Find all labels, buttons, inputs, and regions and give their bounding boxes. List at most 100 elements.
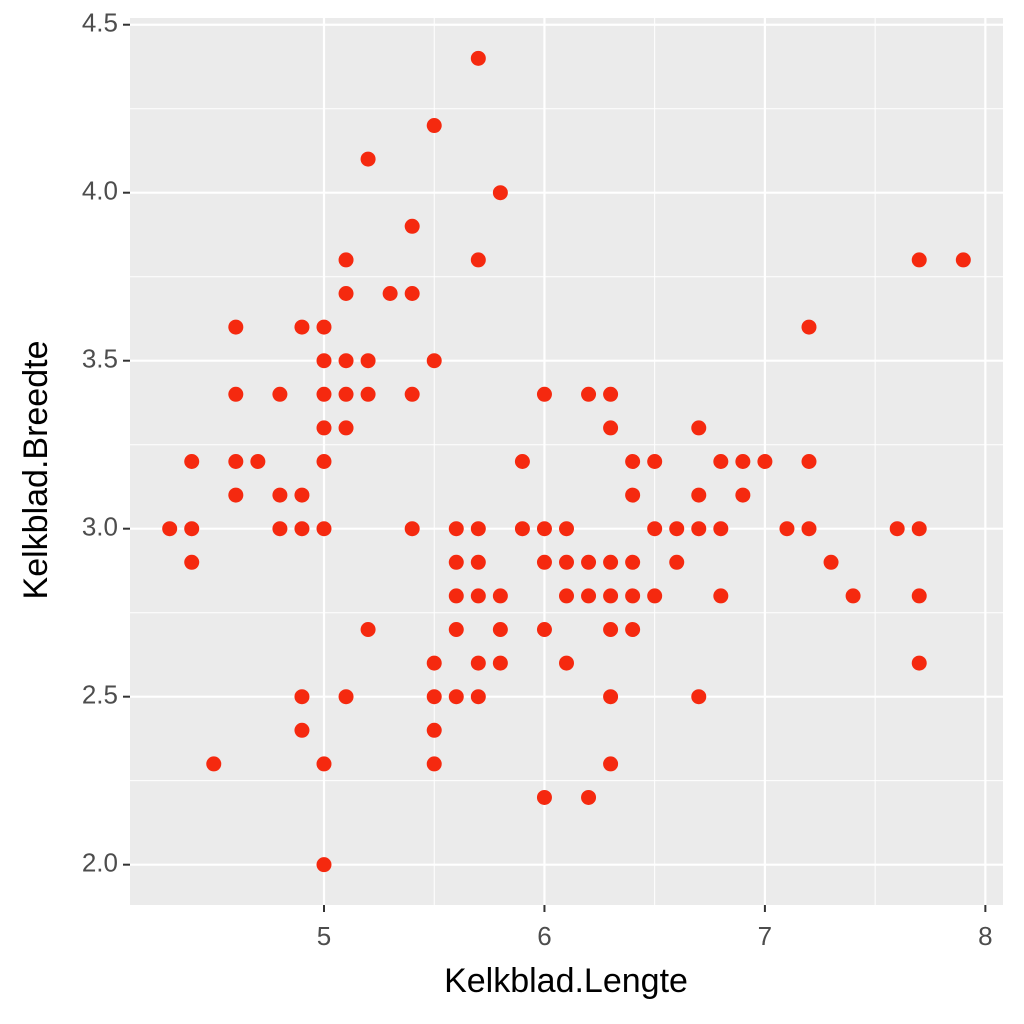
point: [426, 353, 442, 369]
point: [316, 454, 332, 469]
point: [272, 386, 288, 402]
point: [316, 386, 332, 402]
x-tick-label: 5: [317, 921, 331, 951]
point: [581, 588, 597, 604]
point: [448, 521, 464, 537]
point: [272, 521, 288, 537]
point: [426, 756, 442, 772]
point: [625, 588, 641, 604]
point: [382, 286, 398, 302]
point: [184, 521, 200, 537]
point: [316, 857, 332, 873]
point: [603, 420, 619, 436]
point: [536, 554, 552, 570]
y-tick-label: 3.0: [82, 512, 118, 542]
point: [691, 420, 707, 436]
point: [603, 689, 619, 705]
point: [581, 386, 597, 402]
point: [669, 554, 685, 570]
point: [603, 386, 619, 402]
point: [360, 386, 376, 402]
point: [470, 50, 486, 66]
point: [779, 521, 795, 537]
y-tick-label: 4.5: [82, 8, 118, 38]
point: [426, 689, 442, 705]
point: [162, 521, 178, 537]
point: [228, 319, 244, 335]
point: [625, 554, 641, 570]
point: [426, 118, 442, 134]
point: [338, 386, 354, 402]
point: [470, 521, 486, 537]
point: [735, 454, 751, 469]
point: [911, 655, 927, 671]
point: [581, 554, 597, 570]
point: [514, 454, 530, 469]
point: [691, 487, 707, 503]
point: [911, 521, 927, 537]
point: [316, 319, 332, 335]
point: [206, 756, 222, 772]
point: [669, 521, 685, 537]
point: [228, 454, 244, 469]
point: [404, 286, 420, 302]
y-axis-title: Kelkblad.Breedte: [17, 341, 55, 600]
point: [625, 487, 641, 503]
point: [470, 588, 486, 604]
x-axis-title: Kelkblad.Lengte: [444, 962, 688, 1000]
point: [801, 454, 817, 469]
point: [536, 386, 552, 402]
point: [184, 554, 200, 570]
point: [713, 454, 729, 469]
y-tick-label: 3.5: [82, 344, 118, 374]
point: [536, 621, 552, 637]
point: [492, 621, 508, 637]
point: [184, 454, 200, 469]
point: [360, 151, 376, 167]
point: [294, 319, 310, 335]
point: [492, 588, 508, 604]
point: [492, 655, 508, 671]
point: [426, 655, 442, 671]
point: [559, 655, 574, 671]
point: [691, 689, 707, 705]
point: [404, 521, 420, 537]
point: [911, 588, 927, 604]
y-tick-label: 2.5: [82, 680, 118, 710]
point: [559, 521, 574, 537]
point: [559, 554, 574, 570]
point: [448, 621, 464, 637]
point: [713, 521, 729, 537]
point: [625, 621, 641, 637]
point: [845, 588, 861, 604]
point: [492, 185, 508, 201]
point: [294, 689, 310, 705]
point: [470, 655, 486, 671]
point: [426, 722, 442, 738]
point: [404, 386, 420, 402]
plot-panel: [130, 18, 1003, 905]
point: [536, 789, 552, 805]
point: [338, 420, 354, 436]
point: [448, 689, 464, 705]
point: [603, 554, 619, 570]
point: [294, 487, 310, 503]
point: [316, 521, 332, 537]
point: [757, 454, 773, 469]
point: [823, 554, 839, 570]
y-tick-label: 2.0: [82, 848, 118, 878]
point: [691, 521, 707, 537]
point: [470, 689, 486, 705]
point: [316, 353, 332, 369]
point: [470, 554, 486, 570]
point: [603, 588, 619, 604]
point: [514, 521, 530, 537]
point: [360, 353, 376, 369]
point: [911, 252, 927, 268]
point: [250, 454, 266, 469]
x-tick-label: 6: [537, 921, 551, 951]
point: [338, 689, 354, 705]
point: [448, 554, 464, 570]
point: [316, 420, 332, 436]
point: [801, 521, 817, 537]
